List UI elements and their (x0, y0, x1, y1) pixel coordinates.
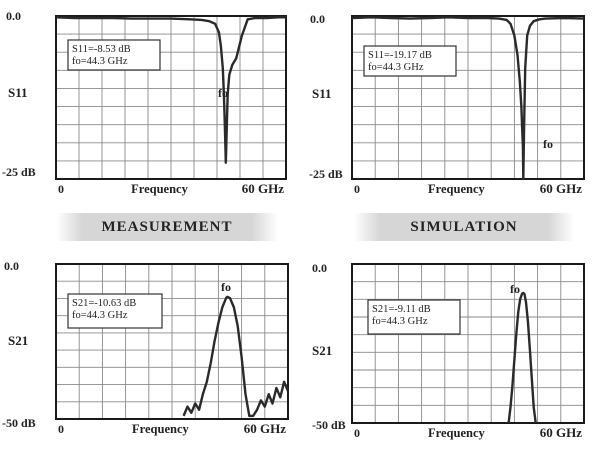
s11-measurement-annotation-line: S11=-8.53 dB (72, 44, 131, 55)
s21-measurement-y-top-label: 0.0 (4, 259, 19, 273)
s11-simulation-plot-frame (351, 15, 585, 180)
s11-simulation-annotation-line: fo=44.3 GHz (368, 62, 424, 73)
s21-measurement-x-left-label: 0 (58, 422, 64, 436)
s21-simulation-x-axis-label: Frequency (428, 426, 485, 440)
s21-simulation-plot-frame (351, 263, 585, 424)
s21-measurement-x-right-label: 60 GHz (244, 421, 286, 436)
s11-measurement-annotation-line: fo=44.3 GHz (72, 56, 128, 67)
s11-measurement-plot-frame (55, 15, 287, 180)
s11-simulation-x-right-label: 60 GHz (540, 181, 582, 196)
s11-simulation-x-axis-label: Frequency (428, 182, 485, 196)
s11-simulation-chart: 0.0 -25 dB S11 0 Frequency 60 GHz S11=-19.17 d… (309, 12, 585, 196)
s11-simulation-y-top-label: 0.0 (310, 12, 325, 26)
s21-simulation-series-line (507, 291, 537, 424)
s11-measurement-fo-label: fo (218, 86, 228, 100)
s21-measurement-x-axis-label: Frequency (132, 422, 189, 436)
s21-measurement-plot-frame (55, 263, 289, 420)
s21-measurement-gridlines (56, 264, 288, 419)
s21-simulation-annotation-line: fo=44.3 GHz (372, 316, 428, 327)
s11-simulation-annotation-box (363, 45, 457, 77)
s11-measurement-x-axis-label: Frequency (131, 182, 188, 196)
s11-measurement-x-right-label: 60 GHz (242, 181, 284, 196)
s21-measurement-fo-label: fo (221, 280, 231, 294)
s11-simulation-series-line (351, 16, 585, 181)
s11-simulation-fo-label: fo (543, 137, 553, 151)
s21-measurement-annotation-line: fo=44.3 GHz (72, 310, 128, 321)
s11-measurement-series-line (55, 16, 286, 164)
s21-simulation-annotation-line: S21=-9.11 dB (372, 304, 431, 315)
s11-measurement-chart: 0.0 -25 dB S11 0 Frequency 60 GHz S11=-8.53 dB… (2, 9, 287, 196)
s21-simulation-fo-label: fo (510, 282, 520, 296)
s21-measurement-series-line (182, 295, 290, 418)
s11-simulation-gridlines (352, 16, 584, 179)
s21-simulation-annotation-box (367, 299, 461, 335)
s11-measurement-y-top-label: 0.0 (6, 9, 21, 23)
s11-simulation-y-axis-label: S11 (312, 86, 332, 101)
s11-measurement-x-left-label: 0 (58, 182, 64, 196)
s21-simulation-y-bottom-label: -50 dB (312, 418, 346, 432)
s21-measurement-annotation-line: S21=-10.63 dB (72, 298, 136, 309)
s21-measurement-y-bottom-label: -50 dB (2, 416, 36, 430)
s21-simulation-gridlines (352, 264, 584, 423)
measurement-banner: MEASUREMENT (56, 213, 278, 241)
s11-measurement-y-axis-label: S11 (8, 85, 28, 100)
s21-simulation-chart: 0.0 -50 dB S21 0 Frequency 60 GHz S21=-9.11 dB… (312, 261, 585, 440)
s11-simulation-x-left-label: 0 (354, 182, 360, 196)
s11-measurement-annotation-box (67, 39, 161, 71)
s21-simulation-x-left-label: 0 (354, 426, 360, 440)
simulation-banner: SIMULATION (354, 213, 574, 241)
s21-simulation-x-right-label: 60 GHz (540, 425, 582, 440)
s21-simulation-y-top-label: 0.0 (312, 261, 327, 275)
s21-simulation-y-axis-label: S21 (312, 343, 332, 358)
s21-measurement-chart: 0.0 -50 dB S21 0 Frequency 60 GHz S21=-10.63 d… (2, 259, 290, 436)
s21-measurement-y-axis-label: S21 (8, 333, 28, 348)
s11-simulation-y-bottom-label: -25 dB (309, 167, 343, 181)
s11-simulation-annotation-line: S11=-19.17 dB (368, 50, 432, 61)
s21-measurement-annotation-box (67, 293, 163, 329)
s11-measurement-y-bottom-label: -25 dB (2, 165, 36, 179)
